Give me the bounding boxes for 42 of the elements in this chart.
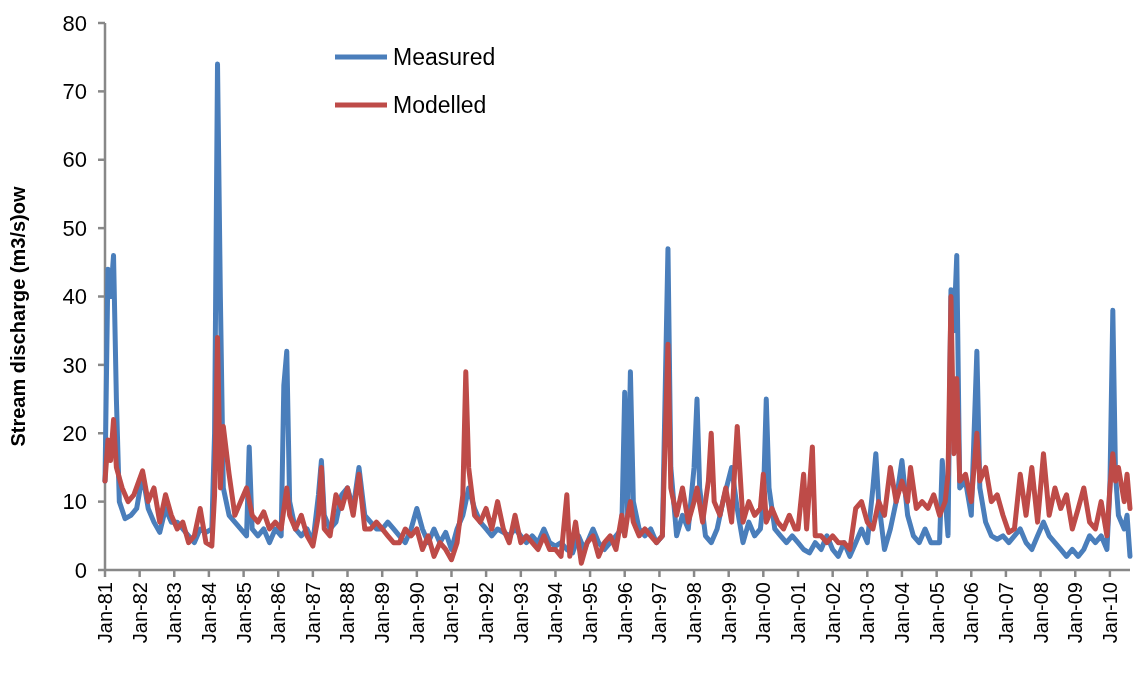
y-tick-label: 30 [62,352,87,378]
x-tick-label: Jan-95 [579,582,602,644]
x-tick-label: Jan-90 [405,582,428,644]
x-tick-label: Jan-96 [613,582,636,644]
x-tick-label: Jan-97 [648,582,671,644]
x-tick-label: Jan-00 [752,582,775,644]
y-tick-label: 70 [62,79,87,105]
x-tick-label: Jan-84 [197,582,220,644]
y-axis-title: Stream discharge (m3/s)ow [7,186,29,447]
x-tick-label: Jan-87 [301,582,324,644]
x-tick-label: Jan-93 [509,582,532,644]
x-tick-label: Jan-81 [94,582,116,644]
y-tick-label: 60 [62,147,87,173]
x-tick-label: Jan-03 [856,582,879,644]
x-tick-label: Jan-10 [1098,582,1121,644]
x-tick-label: Jan-06 [960,582,983,644]
x-tick-label: Jan-09 [1064,582,1087,644]
x-tick-label: Jan-82 [128,582,151,644]
legend-label: Measured [393,44,496,71]
x-tick-label: Jan-92 [475,582,498,644]
y-tick-label: 80 [62,10,87,36]
y-tick-label: 0 [74,557,87,583]
x-tick-label: Jan-98 [683,582,706,644]
x-tick-label: Jan-07 [994,582,1017,644]
x-tick-label: Jan-86 [267,582,290,644]
y-tick-label: 50 [62,215,87,241]
x-tick-label: Jan-83 [163,582,186,644]
x-tick-label: Jan-05 [925,582,948,644]
y-tick-label: 10 [62,489,87,515]
x-tick-label: Jan-04 [890,582,913,644]
x-tick-label: Jan-99 [717,582,740,644]
x-tick-label: Jan-91 [440,582,463,644]
x-tick-label: Jan-94 [544,582,567,644]
y-tick-label: 20 [62,420,87,446]
legend-label: Modelled [393,92,487,119]
x-tick-label: Jan-88 [336,582,359,644]
x-tick-label: Jan-08 [1029,582,1052,644]
x-tick-label: Jan-01 [787,582,810,644]
x-tick-label: Jan-02 [821,582,844,644]
y-tick-label: 40 [62,284,87,310]
x-tick-label: Jan-85 [232,582,255,644]
x-tick-label: Jan-89 [371,582,394,644]
